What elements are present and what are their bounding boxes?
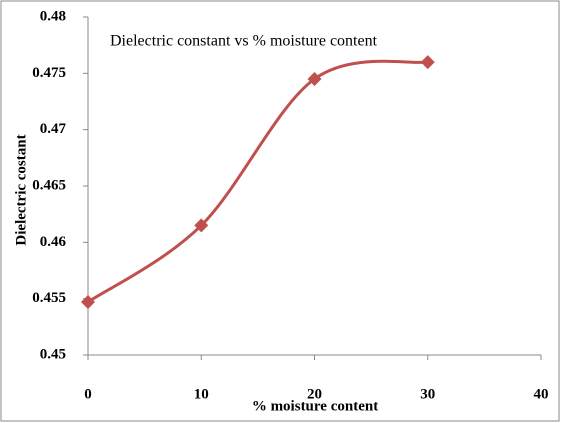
marker — [194, 218, 209, 233]
y-tick-label: 0.45 — [40, 346, 66, 362]
y-tick-label: 0.47 — [40, 121, 67, 137]
y-axis-label: Dielectric costant — [13, 134, 29, 245]
chart-title: Dielectric constant vs % moisture conten… — [110, 33, 378, 50]
y-tick-label: 0.48 — [40, 8, 66, 24]
x-tick-label: 40 — [534, 386, 549, 402]
marker — [307, 71, 322, 86]
y-tick-label: 0.46 — [40, 234, 67, 250]
line — [87, 59, 428, 304]
marker — [81, 295, 95, 310]
x-tick-label: 20 — [307, 386, 322, 402]
y-tick-label: 0.475 — [32, 65, 66, 81]
x-tick-label: 10 — [194, 386, 209, 402]
y-tick-label: 0.465 — [32, 177, 66, 193]
x-tick-label: 30 — [420, 386, 435, 402]
x-tick-label: 0 — [84, 386, 92, 402]
marker — [420, 55, 435, 70]
x-axis-label: % moisture content — [252, 398, 378, 414]
y-tick-label: 0.455 — [32, 290, 66, 306]
